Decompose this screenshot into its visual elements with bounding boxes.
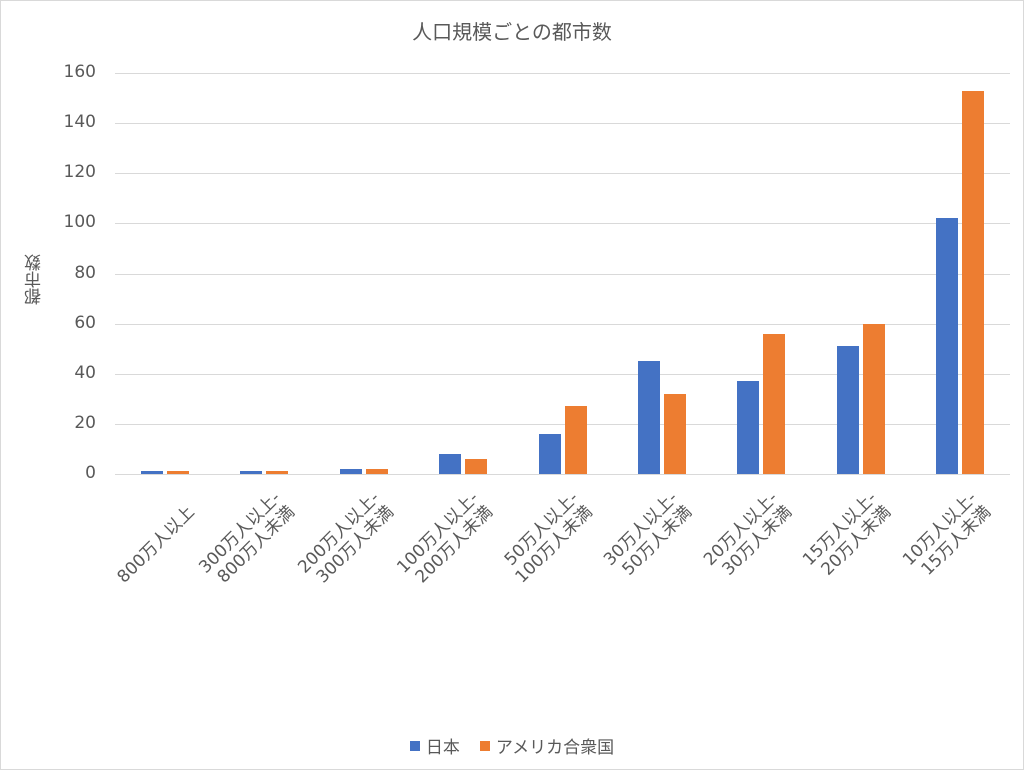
bar-japan	[737, 381, 760, 474]
gridline	[115, 123, 1010, 125]
bar-usa	[365, 468, 388, 474]
chart-title: 人口規模ごとの都市数	[412, 20, 612, 44]
bar-japan	[339, 468, 362, 474]
y-tick-label: 100	[63, 212, 96, 233]
y-tick-label: 120	[63, 162, 96, 183]
bar-usa	[465, 458, 488, 474]
y-tick-label: 0	[85, 463, 96, 483]
bar-japan	[936, 218, 959, 474]
bar-usa	[166, 471, 189, 474]
gridline	[115, 173, 1010, 175]
legend-label: 日本	[425, 738, 460, 758]
legend-item-usa: アメリカ合衆国	[479, 733, 615, 758]
y-tick-label: 160	[63, 62, 96, 82]
gridline	[115, 273, 1010, 275]
y-axis-label: 都市数	[25, 254, 45, 306]
gridline	[115, 474, 1010, 475]
legend-swatch	[409, 740, 420, 751]
bar-japan	[637, 361, 660, 474]
bar-usa	[763, 333, 786, 474]
bar-japan	[439, 453, 462, 474]
bar-japan	[140, 471, 163, 474]
y-tick-label: 20	[74, 412, 96, 433]
bar-japan	[240, 471, 263, 474]
bar-usa	[564, 406, 587, 474]
gridline	[115, 223, 1010, 225]
legend-swatch	[479, 740, 490, 751]
legend-label: アメリカ合衆国	[495, 738, 615, 758]
y-tick-label: 60	[74, 312, 96, 333]
legend: 日本 アメリカ合衆国	[0, 733, 1024, 758]
gridline	[115, 423, 1010, 425]
gridline	[115, 323, 1010, 325]
bar-usa	[862, 323, 885, 474]
y-tick-label: 140	[63, 112, 96, 133]
gridline	[115, 373, 1010, 375]
bar-usa	[962, 90, 985, 474]
y-tick-label: 40	[74, 362, 96, 383]
bar-usa	[663, 393, 686, 474]
bar-usa	[266, 471, 289, 474]
gridline	[115, 73, 1010, 74]
bar-japan	[836, 346, 859, 474]
bar-japan	[538, 433, 561, 474]
legend-item-japan: 日本	[409, 733, 460, 758]
y-tick-label: 80	[74, 262, 96, 283]
